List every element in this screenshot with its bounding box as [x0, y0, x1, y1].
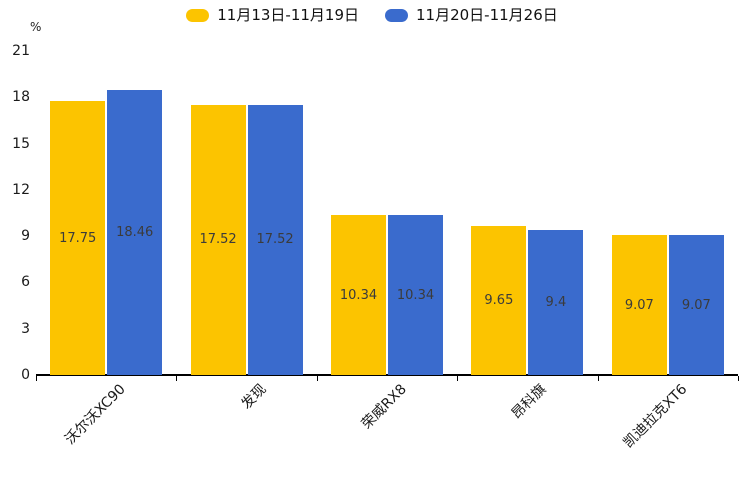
bar-value-label: 9.65	[484, 293, 514, 309]
bar-value-label: 10.34	[339, 287, 378, 303]
legend-item-series-1[interactable]: 11月13日-11月19日	[186, 8, 359, 23]
legend-label: 11月20日-11月26日	[416, 6, 558, 24]
x-axis-line	[36, 374, 738, 376]
legend-swatch-icon	[186, 9, 210, 22]
y-axis-tick-label: 6	[21, 274, 30, 291]
chart-legend: 11月13日-11月19日 11月20日-11月26日	[0, 8, 744, 23]
bar-series-1-发现[interactable]: 17.52	[190, 104, 246, 375]
x-axis-category-label: 沃尔沃XC90	[62, 381, 129, 448]
x-axis-tick-mark	[738, 376, 739, 381]
bar-series-1-荣威RX8[interactable]: 10.34	[331, 215, 386, 375]
bar-value-label: 9.07	[681, 297, 711, 313]
x-axis-category-label: 发现	[238, 381, 270, 413]
bar-series-1-沃尔沃XC90[interactable]: 17.75	[50, 101, 106, 375]
y-axis-tick-label: 9	[21, 228, 30, 245]
bar-series-2-荣威RX8[interactable]: 10.34	[388, 215, 443, 375]
bar-value-label: 9.4	[545, 294, 567, 310]
x-axis-tick-mark	[36, 376, 37, 381]
bar-series-2-凯迪拉克XT6[interactable]: 9.07	[668, 235, 724, 375]
y-axis-unit-label: %	[30, 20, 42, 34]
bar-series-2-沃尔沃XC90[interactable]: 18.46	[107, 90, 163, 375]
legend-swatch-icon	[385, 9, 408, 22]
y-axis-tick-label: 12	[12, 181, 30, 198]
y-axis-tick-label: 3	[21, 320, 30, 337]
y-axis-tick-label: 0	[21, 367, 30, 383]
bar-series-1-昂科旗[interactable]: 9.65	[471, 226, 527, 375]
x-axis-category-label: 凯迪拉克XT6	[620, 381, 691, 452]
x-axis-tick-mark	[597, 376, 599, 381]
x-axis-tick-mark	[457, 376, 459, 381]
bar-value-label: 18.46	[116, 225, 154, 241]
x-axis-category-label: 昂科旗	[509, 381, 551, 423]
y-axis-tick-label: 15	[12, 135, 30, 152]
x-axis-tick-mark	[316, 376, 318, 381]
bar-value-label: 10.34	[396, 287, 435, 303]
bar-value-label: 17.52	[199, 232, 237, 248]
x-axis-tick-mark	[176, 376, 178, 381]
bar-series-2-昂科旗[interactable]: 9.4	[528, 229, 584, 375]
bar-series-1-凯迪拉克XT6[interactable]: 9.07	[611, 235, 667, 375]
y-axis-tick-label: 21	[12, 43, 30, 59]
legend-item-series-2[interactable]: 11月20日-11月26日	[385, 8, 558, 23]
bar-value-label: 9.07	[624, 297, 654, 313]
bar-value-label: 17.75	[59, 230, 97, 246]
x-axis-category-label: 荣威RX8	[358, 381, 410, 433]
bar-value-label: 17.52	[256, 232, 294, 248]
bar-series-2-发现[interactable]: 17.52	[247, 104, 303, 375]
y-axis-tick-label: 18	[12, 89, 30, 106]
legend-label: 11月13日-11月19日	[217, 6, 359, 24]
